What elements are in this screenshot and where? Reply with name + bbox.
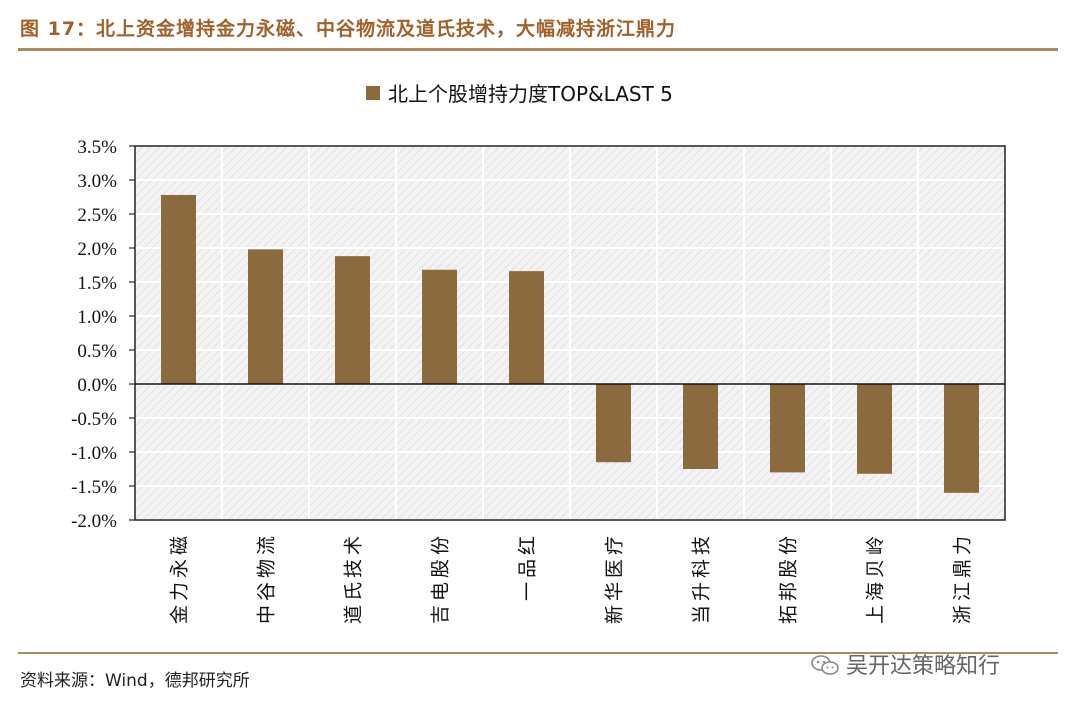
legend-label: 北上个股增持力度TOP&LAST 5 [388,82,673,106]
bar-chart: 北上个股增持力度TOP&LAST 5 3.5% 3.0% 2.5% 2.0% 1.5% 1… [71,82,1006,624]
bar [944,384,979,493]
y-tick-label: 1.0% [77,307,117,328]
bar [683,384,718,469]
x-category-label: 金力永磁 [169,532,191,624]
y-tick-label: 2.5% [77,205,117,226]
y-tick-label: -0.5% [71,409,117,430]
bar [509,271,544,384]
y-tick-label: -2.0% [71,511,117,532]
bar [248,249,283,384]
bar [857,384,892,474]
x-category-label: 新华医疗 [604,532,626,624]
x-category-label: 上海贝岭 [865,532,887,624]
bars [161,194,979,493]
y-tick-label: -1.5% [71,477,117,498]
y-tick-label: 0.5% [77,341,117,362]
source-note: 资料来源：Wind，德邦研究所 [20,671,250,691]
x-category-label: 道氏技术 [343,532,365,624]
bar [596,384,631,463]
x-category-label: 浙江鼎力 [952,532,974,624]
bar [422,269,457,384]
y-tick-label: 2.0% [77,239,117,260]
watermark-text: 吴开达策略知行 [846,654,1001,679]
y-tick-label: -1.0% [71,443,117,464]
bar [161,194,196,384]
wechat-icon [811,655,839,675]
bar [770,384,805,473]
x-category-label: 一品红 [517,532,539,601]
footer-divider [18,652,1058,654]
chart-legend: 北上个股增持力度TOP&LAST 5 [366,82,673,106]
x-axis-categories: 金力永磁 中谷物流 道氏技术 吉电股份 一品红 新华医疗 当升科技 拓邦股份 上海贝岭 浙江鼎力 [169,532,974,624]
bar [335,256,370,384]
title-divider [18,48,1058,51]
legend-swatch [366,86,380,100]
plot-frame [134,145,1006,521]
y-axis-ticks: 3.5% 3.0% 2.5% 2.0% 1.5% 1.0% 0.5% 0.0% -0.5% -1.… [71,137,135,532]
watermark: 吴开达策略知行 [810,648,1000,680]
y-tick-label: 3.5% [77,137,117,158]
x-category-label: 中谷物流 [256,532,278,624]
y-tick-label: 3.0% [77,171,117,192]
y-tick-label: 0.0% [77,375,117,396]
x-category-label: 吉电股份 [430,532,452,624]
y-tick-label: 1.5% [77,273,117,294]
x-category-label: 当升科技 [691,532,713,624]
figure-title: 图 17：北上资金增持金力永磁、中谷物流及道氏技术，大幅减持浙江鼎力 [20,18,677,40]
x-category-label: 拓邦股份 [778,532,800,624]
